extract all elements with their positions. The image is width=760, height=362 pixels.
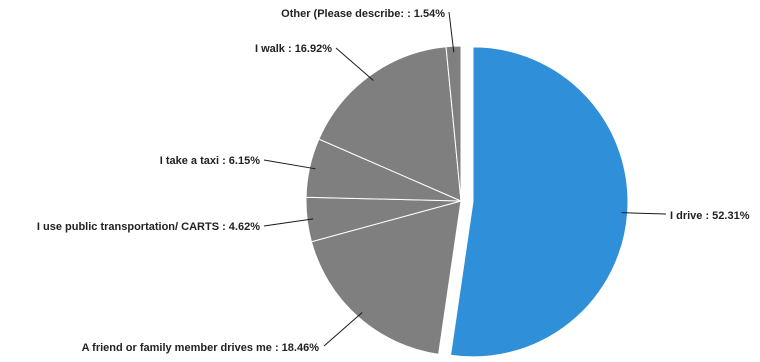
- leader-friend-family-drives: [323, 312, 363, 347]
- label-public-transportation: I use public transportation/ CARTS : 4.6…: [37, 221, 260, 233]
- leader-other: [448, 11, 455, 53]
- leader-i-drive: [621, 212, 667, 215]
- slice-i-drive: [449, 46, 629, 358]
- leader-walk: [335, 47, 374, 81]
- leader-taxi: [263, 159, 316, 170]
- label-taxi: I take a taxi : 6.15%: [160, 155, 260, 167]
- slice-friend-family-drives: [310, 200, 462, 355]
- label-i-drive: I drive : 52.31%: [670, 210, 750, 222]
- slice-labels: I drive : 52.31% A friend or family memb…: [37, 8, 750, 354]
- label-friend-family-drives: A friend or family member drives me : 18…: [82, 342, 320, 354]
- label-other: Other (Please describe: : 1.54%: [281, 8, 445, 20]
- pie-slices: [305, 45, 629, 358]
- leader-public-transportation: [263, 218, 314, 227]
- label-walk: I walk : 16.92%: [255, 43, 332, 55]
- slice-walk: [318, 46, 462, 202]
- leader-lines: [263, 11, 667, 347]
